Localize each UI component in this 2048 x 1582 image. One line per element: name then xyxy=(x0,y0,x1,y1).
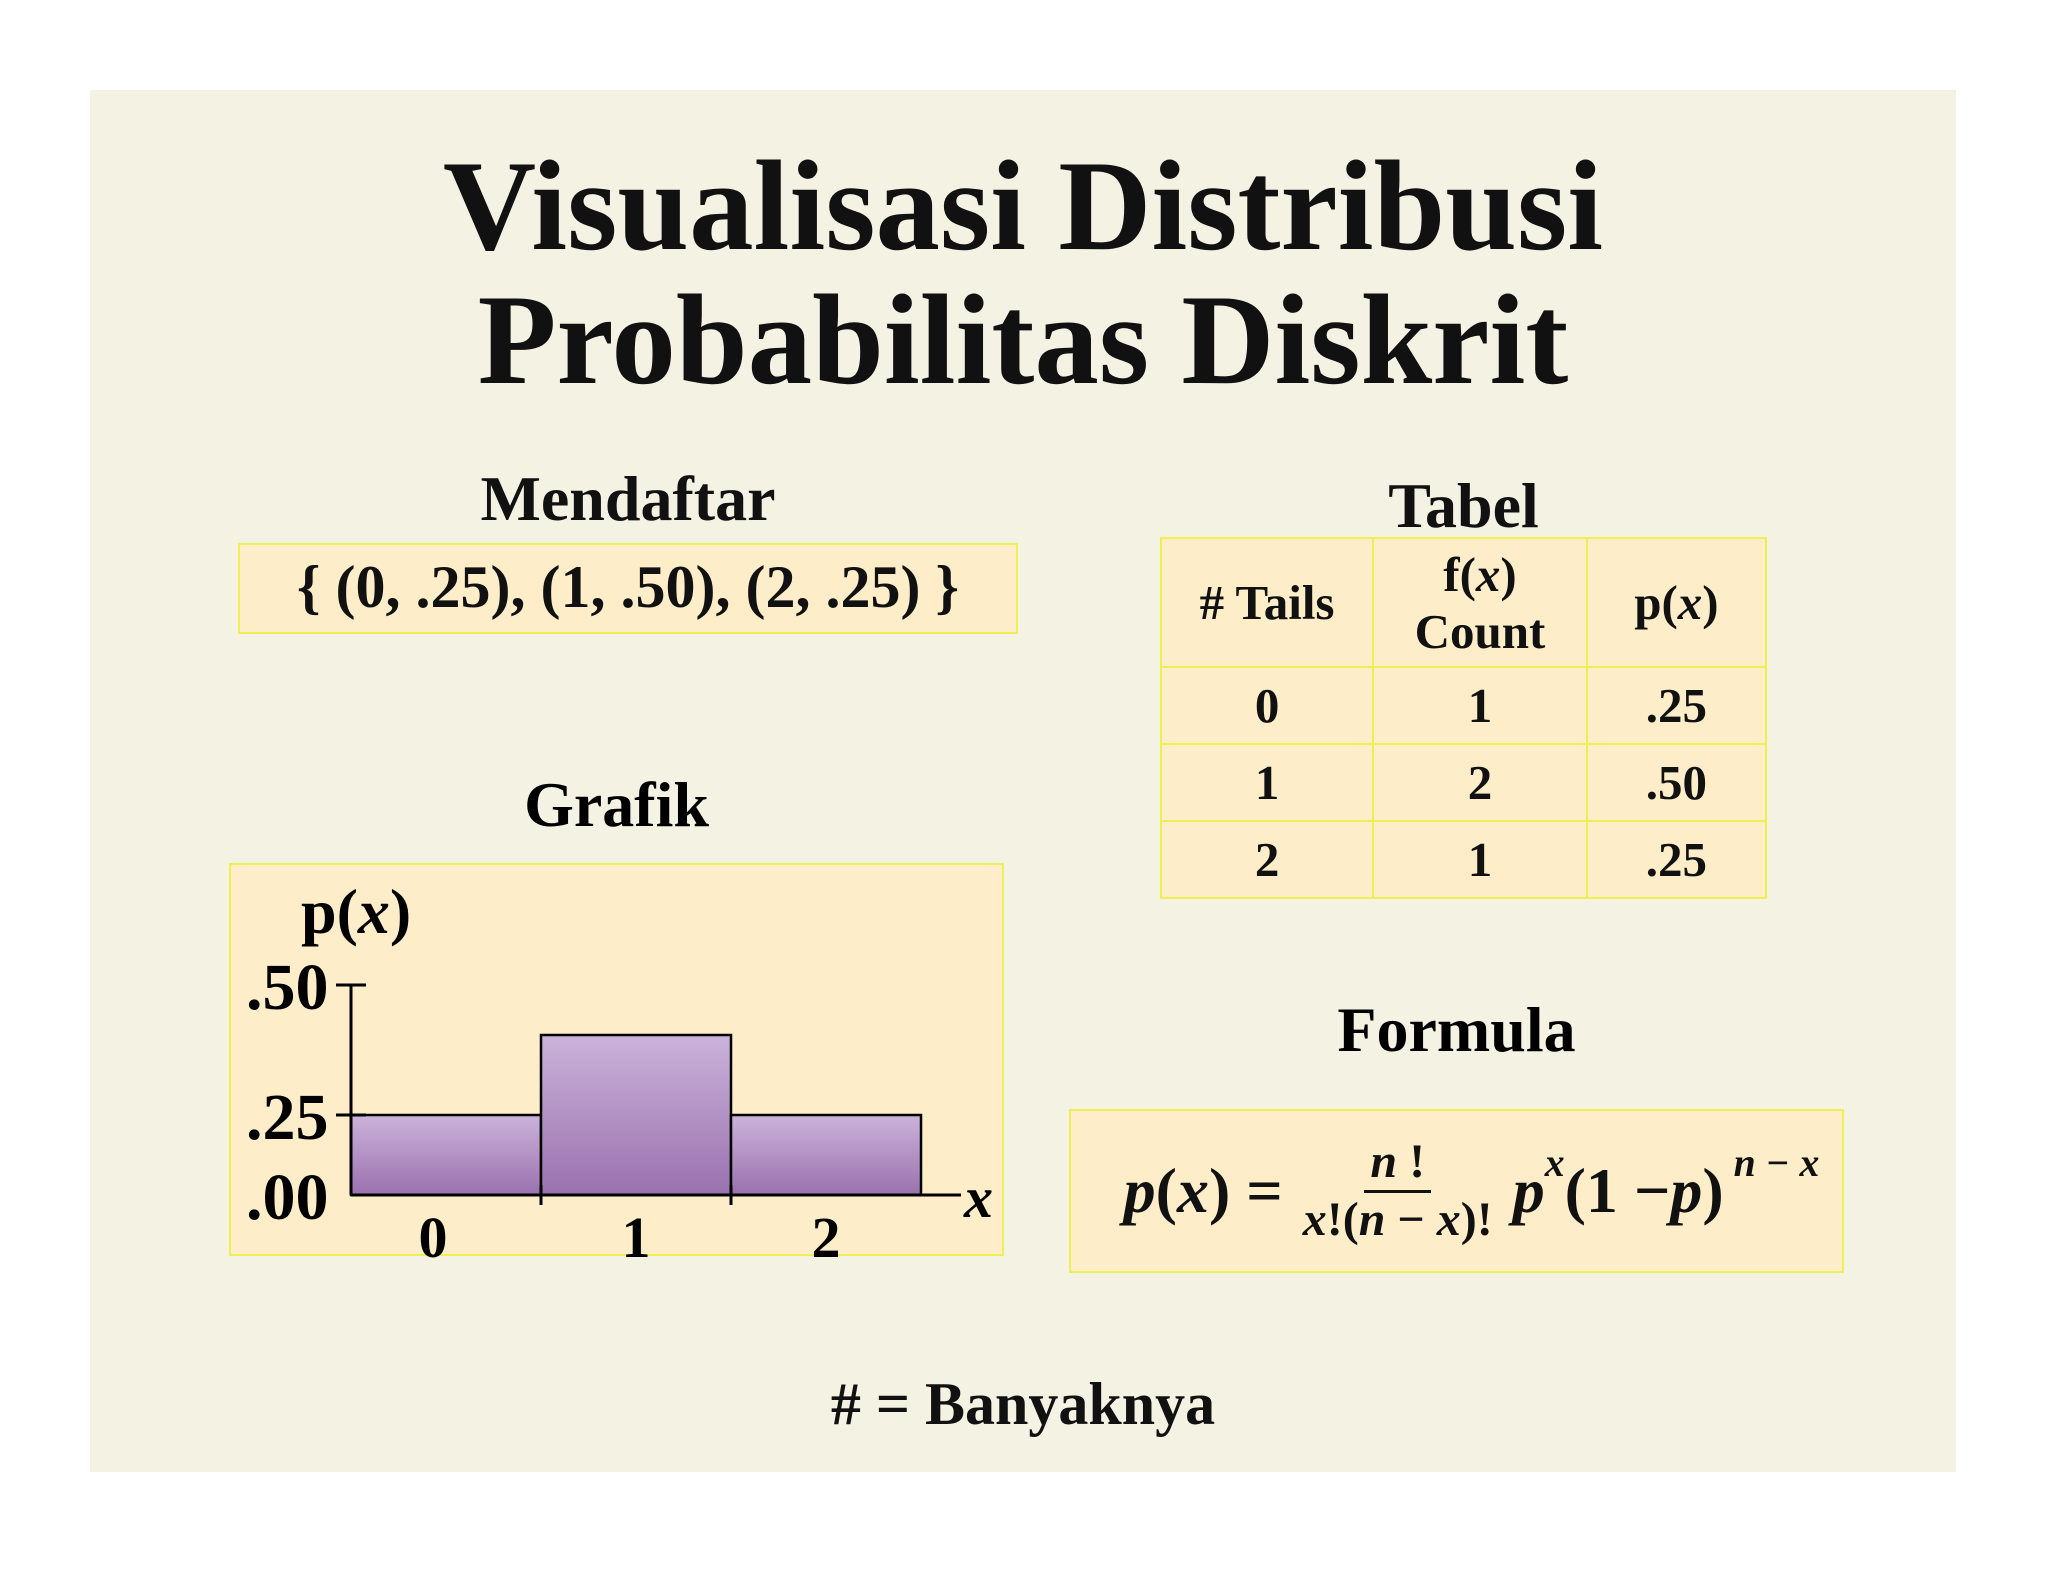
svg-text:1: 1 xyxy=(622,1205,651,1258)
svg-text:2: 2 xyxy=(812,1205,841,1258)
svg-text:p(x): p(x) xyxy=(301,876,411,947)
svg-text:.25: .25 xyxy=(246,1081,329,1154)
svg-text:.50: .50 xyxy=(246,951,329,1024)
svg-text:x: x xyxy=(963,1165,993,1230)
svg-text:0: 0 xyxy=(419,1205,448,1258)
svg-text:.00: .00 xyxy=(246,1161,329,1234)
